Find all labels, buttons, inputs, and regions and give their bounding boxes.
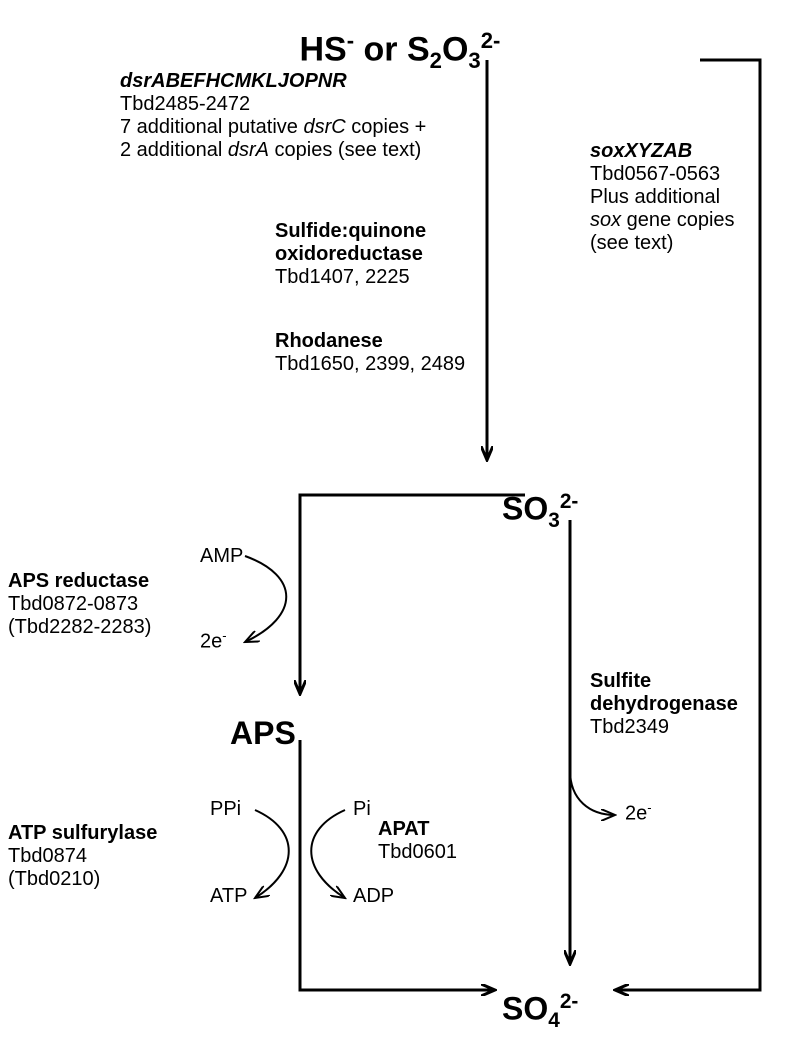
label-rhodanese: Rhodanese Tbd1650, 2399, 2489: [275, 330, 465, 376]
sox-note-2: sox gene copies: [590, 209, 735, 232]
dsr-note-2: 2 additional dsrA copies (see text): [120, 139, 426, 162]
label-apat: APAT Tbd0601: [378, 818, 457, 864]
dsr-locus: Tbd2485-2472: [120, 93, 426, 116]
aps-red-locus-2: (Tbd2282-2283): [8, 616, 151, 639]
label-sulfide-quinone-oxidoreductase: Sulfide:quinone oxidoreductase Tbd1407, …: [275, 220, 426, 289]
atp-sulf-title: ATP sulfurylase: [8, 822, 157, 845]
sqor-locus: Tbd1407, 2225: [275, 266, 426, 289]
label-dsr: dsrABEFHCMKLJOPNR Tbd2485-2472 7 additio…: [120, 70, 426, 162]
atp-sulf-locus-2: (Tbd0210): [8, 868, 157, 891]
sdh-locus: Tbd2349: [590, 716, 738, 739]
label-amp: AMP: [200, 545, 243, 568]
sqor-title-2: oxidoreductase: [275, 243, 426, 266]
node-hs: HS- or S2O32-: [300, 28, 501, 74]
label-2e-left: 2e-: [200, 628, 227, 654]
dsr-note-1: 7 additional putative dsrC copies +: [120, 116, 426, 139]
rhodanese-title: Rhodanese: [275, 330, 465, 353]
label-atp-sulfurylase: ATP sulfurylase Tbd0874 (Tbd0210): [8, 822, 157, 891]
sox-genes: soxXYZAB: [590, 140, 735, 163]
sdh-title-1: Sulfite: [590, 670, 738, 693]
sox-note-1: Plus additional: [590, 186, 735, 209]
dsr-genes: dsrABEFHCMKLJOPNR: [120, 70, 426, 93]
node-so4: SO42-: [502, 990, 578, 1033]
sqor-title-1: Sulfide:quinone: [275, 220, 426, 243]
label-sox: soxXYZAB Tbd0567-0563 Plus additional so…: [590, 140, 735, 255]
node-so3: SO32-: [502, 490, 578, 533]
apat-locus: Tbd0601: [378, 841, 457, 864]
sox-note-3: (see text): [590, 232, 735, 255]
aps-red-title: APS reductase: [8, 570, 151, 593]
atp-sulf-locus-1: Tbd0874: [8, 845, 157, 868]
pathway-diagram: HS- or S2O32- SO32- APS SO42- dsrABEFHCM…: [0, 0, 800, 1038]
label-2e-right: 2e-: [625, 800, 652, 826]
aps-red-locus-1: Tbd0872-0873: [8, 593, 151, 616]
node-aps: APS: [230, 715, 296, 752]
sox-locus: Tbd0567-0563: [590, 163, 735, 186]
label-sulfite-dehydrogenase: Sulfite dehydrogenase Tbd2349: [590, 670, 738, 739]
rhodanese-locus: Tbd1650, 2399, 2489: [275, 353, 465, 376]
apat-title: APAT: [378, 818, 457, 841]
label-aps-reductase: APS reductase Tbd0872-0873 (Tbd2282-2283…: [8, 570, 151, 639]
label-atp: ATP: [210, 885, 247, 908]
label-ppi: PPi: [210, 798, 241, 821]
sdh-title-2: dehydrogenase: [590, 693, 738, 716]
label-adp: ADP: [353, 885, 394, 908]
label-pi: Pi: [353, 798, 371, 821]
